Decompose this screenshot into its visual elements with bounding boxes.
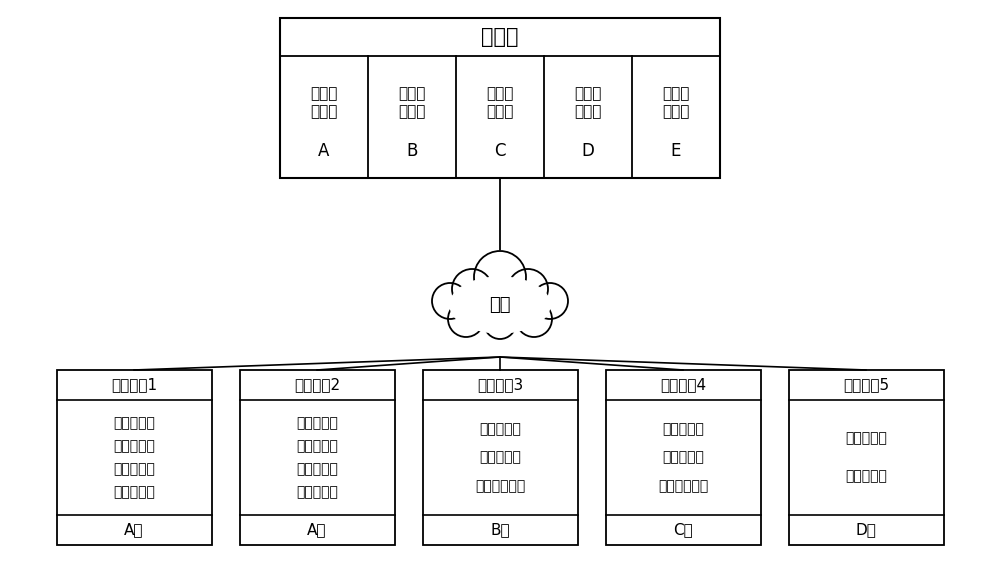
Text: 智能终端1: 智能终端1 [111,378,157,392]
Text: A型: A型 [124,523,144,537]
Circle shape [532,283,568,319]
Text: 身份证模块: 身份证模块 [296,416,338,430]
Text: A型: A型 [307,523,327,537]
Text: D: D [582,142,594,160]
Text: 智能终端3: 智能终端3 [477,378,523,392]
Text: 医保卡模块: 医保卡模块 [113,485,155,499]
Text: 银行卡模块: 银行卡模块 [296,462,338,476]
Text: 诊疗卡模块: 诊疗卡模块 [662,451,704,465]
Circle shape [448,301,484,337]
Circle shape [516,301,552,337]
Text: 系统镜
像文件: 系统镜 像文件 [662,86,690,119]
Text: 诊疗卡模块: 诊疗卡模块 [296,439,338,453]
Ellipse shape [450,277,550,333]
Text: 诊疗卡模块: 诊疗卡模块 [479,451,521,465]
Text: 身份证模块: 身份证模块 [113,416,155,430]
Text: 身份证模块: 身份证模块 [479,422,521,436]
Bar [240,370,394,545]
Circle shape [474,251,526,303]
Text: 身份证模块: 身份证模块 [662,422,704,436]
Text: C型: C型 [673,523,693,537]
Text: 智能终端5: 智能终端5 [843,378,889,392]
Circle shape [452,269,492,309]
Bar [422,370,578,545]
Text: B: B [406,142,418,160]
Text: 诊疗卡模块: 诊疗卡模块 [113,439,155,453]
Text: 网络: 网络 [489,296,511,314]
Bar [280,18,720,178]
Text: 银行卡模块: 银行卡模块 [113,462,155,476]
Text: 纸张打印模块: 纸张打印模块 [658,479,708,493]
Text: 诊疗卡模块: 诊疗卡模块 [845,470,887,484]
Text: 系统镜
像文件: 系统镜 像文件 [310,86,338,119]
Text: 系统镜
像文件: 系统镜 像文件 [574,86,602,119]
Text: 胶片打印模块: 胶片打印模块 [475,479,525,493]
Bar [788,370,944,545]
Circle shape [432,283,468,319]
Text: 医保卡模块: 医保卡模块 [296,485,338,499]
Text: 服务器: 服务器 [481,27,519,47]
Text: 系统镜
像文件: 系统镜 像文件 [486,86,514,119]
Text: 系统镜
像文件: 系统镜 像文件 [398,86,426,119]
Text: B型: B型 [490,523,510,537]
Circle shape [484,307,516,339]
Text: 智能终端4: 智能终端4 [660,378,706,392]
Text: E: E [671,142,681,160]
Circle shape [508,269,548,309]
Text: A: A [318,142,330,160]
Text: 身份证模块: 身份证模块 [845,431,887,445]
Text: 智能终端2: 智能终端2 [294,378,340,392]
Bar [606,370,761,545]
Text: C: C [494,142,506,160]
Bar [56,370,212,545]
Text: D型: D型 [856,523,876,537]
